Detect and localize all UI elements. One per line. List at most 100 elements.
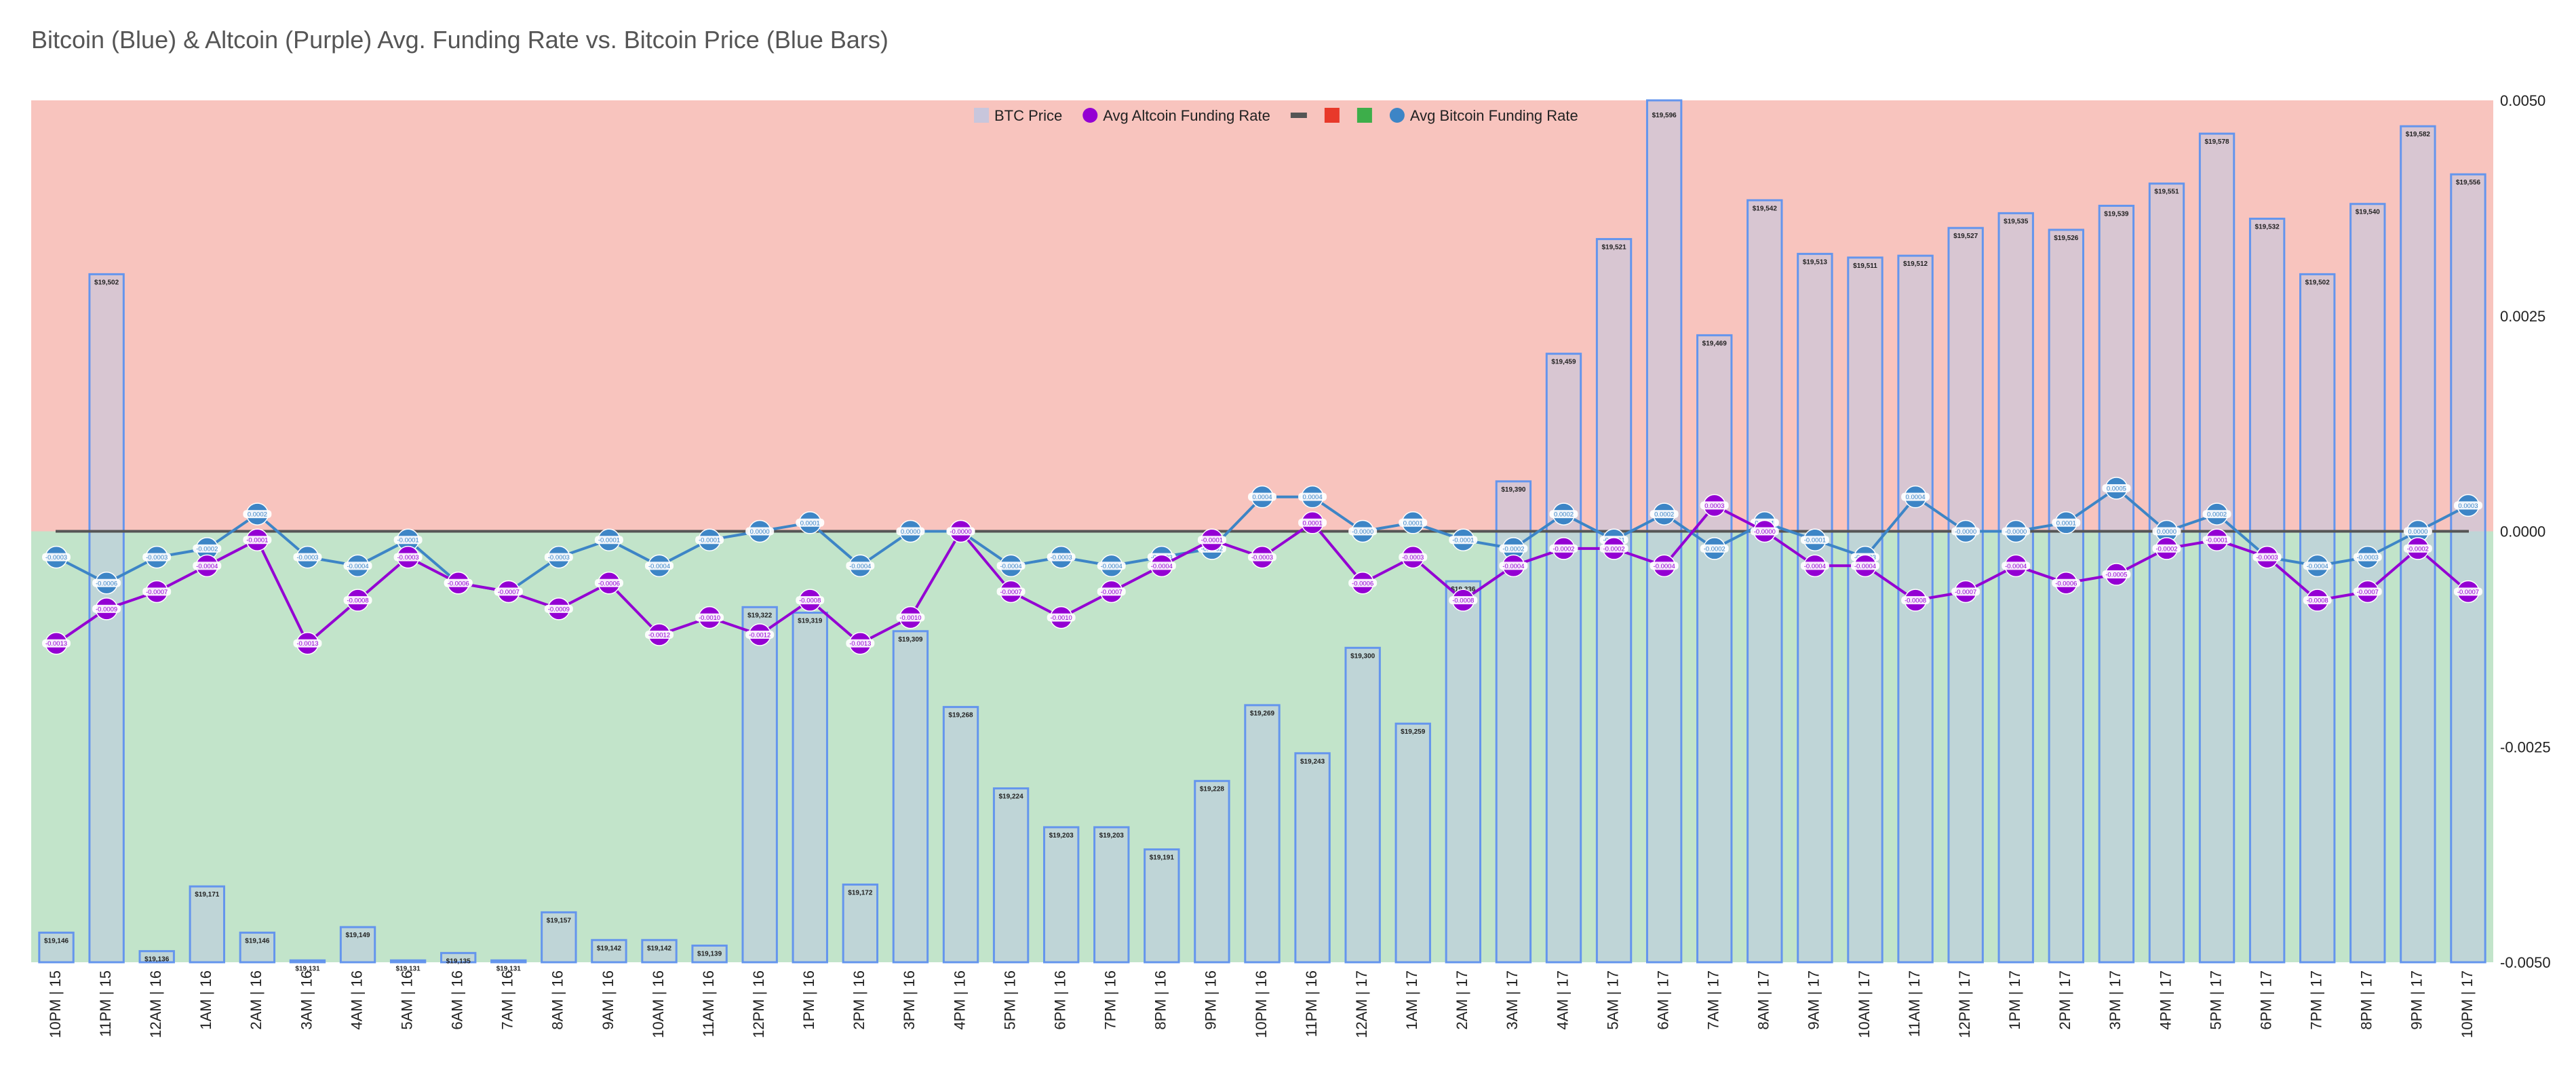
- x-axis-tick-label: 5PM | 17: [2207, 970, 2224, 1030]
- x-axis-tick-label: 6AM | 17: [1654, 970, 1671, 1030]
- altcoin-funding-label: -0.0009: [96, 606, 117, 613]
- btc-price-label: $19,139: [697, 950, 722, 958]
- btc-price-label: $19,512: [1903, 260, 1928, 268]
- btc-price-bar: [1093, 826, 1130, 964]
- btc-price-bar: [1445, 580, 1482, 964]
- btc-price-bar: [2048, 229, 2084, 964]
- btc-price-bar: [189, 885, 225, 964]
- btc-funding-label: -0.0001: [1804, 537, 1826, 545]
- btc-price-label: $19,521: [1601, 244, 1626, 252]
- altcoin-funding-label-bg: [393, 553, 423, 561]
- btc-funding-label: 0.0000: [2157, 528, 2177, 536]
- x-axis-tick-label: 3PM | 16: [901, 970, 918, 1030]
- altcoin-funding-label-bg: [1348, 578, 1378, 587]
- btc-price-bar: [239, 931, 276, 964]
- btc-price-bar: [1144, 848, 1180, 964]
- altcoin-funding-label-bg: [494, 587, 523, 596]
- btc-funding-label-bg: [343, 561, 372, 570]
- altcoin-funding-label-bg: [1650, 561, 1679, 570]
- altcoin-funding-label-bg: [2002, 561, 2031, 570]
- btc-funding-label: 0.0002: [248, 511, 267, 519]
- btc-funding-label: 0.0001: [2056, 519, 2076, 527]
- x-axis-tick-label: 1PM | 17: [2006, 970, 2023, 1030]
- btc-price-bar: [541, 911, 577, 964]
- altcoin-funding-label: -0.0013: [849, 640, 871, 648]
- altcoin-funding-label-bg: [796, 596, 825, 605]
- btc-price-label: $19,172: [848, 889, 873, 896]
- btc-price-bar: [1847, 256, 1884, 964]
- y-axis-tick-label: 0.0025: [2500, 308, 2545, 325]
- y-axis-tick-label: -0.0050: [2500, 954, 2551, 971]
- altcoin-funding-label-bg: [2052, 578, 2081, 587]
- x-axis-tick-label: 2AM | 16: [248, 970, 265, 1030]
- x-axis-tick-label: 1AM | 17: [1403, 970, 1420, 1030]
- btc-price-label: $19,269: [1250, 710, 1275, 717]
- btc-price-bar: [138, 950, 175, 964]
- altcoin-funding-label-bg: [2453, 587, 2482, 596]
- altcoin-funding-label: -0.0008: [1452, 597, 1474, 605]
- x-axis-tick-label: 4AM | 16: [348, 970, 365, 1030]
- altcoin-funding-label-bg: [1047, 613, 1076, 622]
- legend-swatch: [1389, 108, 1405, 123]
- altcoin-funding-label: -0.0007: [2357, 589, 2379, 596]
- altcoin-funding-label: -0.0004: [1854, 563, 1876, 570]
- altcoin-funding-label: -0.0001: [246, 537, 268, 545]
- x-axis-tick-label: 4PM | 17: [2157, 970, 2174, 1030]
- x-axis-tick-label: 10PM | 17: [2459, 970, 2476, 1038]
- btc-price-bar: [1545, 353, 1582, 964]
- btc-price-bar: [1042, 826, 1080, 964]
- btc-price-bar: [792, 612, 828, 964]
- altcoin-funding-label: -0.0003: [2257, 554, 2278, 561]
- altcoin-funding-label-bg: [2202, 536, 2231, 545]
- x-axis-tick-label: 7PM | 16: [1102, 970, 1119, 1030]
- altcoin-funding-label: -0.0001: [2206, 537, 2227, 545]
- altcoin-funding-label-bg: [142, 587, 172, 596]
- btc-funding-label-bg: [142, 553, 172, 561]
- btc-funding-label-bg: [1248, 492, 1276, 501]
- altcoin-funding-label-bg: [1901, 596, 1930, 605]
- altcoin-funding-label-bg: [2152, 544, 2181, 553]
- altcoin-funding-label-bg: [293, 639, 322, 648]
- btc-funding-label: 0.0000: [750, 528, 770, 536]
- x-axis-tick-label: 12PM | 17: [1956, 970, 1973, 1038]
- btc-price-label: $19,582: [2406, 131, 2431, 138]
- btc-funding-label: -0.0001: [699, 537, 720, 545]
- altcoin-funding-label-bg: [645, 631, 674, 639]
- btc-funding-label: -0.0003: [45, 554, 67, 561]
- btc-price-bar: [339, 926, 376, 964]
- btc-funding-label: 0.0005: [2107, 485, 2126, 492]
- btc-funding-label: 0.0001: [1403, 519, 1423, 527]
- altcoin-funding-label-bg: [996, 587, 1026, 596]
- altcoin-funding-label: -0.0000: [950, 528, 971, 536]
- btc-price-label: $19,243: [1300, 758, 1325, 766]
- btc-price-label: $19,142: [597, 945, 622, 952]
- altcoin-funding-label-bg: [243, 536, 272, 545]
- btc-funding-label: 0.0000: [2408, 528, 2427, 536]
- btc-price-label: $19,513: [1803, 258, 1828, 266]
- btc-price-label: $19,142: [647, 945, 672, 952]
- btc-price-label: $19,136: [144, 956, 170, 964]
- btc-price-label: $19,146: [245, 937, 270, 945]
- altcoin-funding-label-bg: [896, 613, 925, 622]
- altcoin-funding-label: -0.0012: [648, 632, 670, 639]
- y-axis-tick-label: -0.0025: [2500, 738, 2551, 755]
- altcoin-funding-label: -0.0002: [1603, 545, 1624, 553]
- altcoin-funding-label: -0.0007: [1000, 589, 1021, 596]
- chart-title: Bitcoin (Blue) & Altcoin (Purple) Avg. F…: [31, 26, 889, 54]
- altcoin-funding-label: -0.0006: [1352, 580, 1373, 587]
- btc-funding-label-bg: [1901, 492, 1930, 501]
- btc-price-label: $19,511: [1853, 262, 1877, 270]
- btc-funding-label: -0.0003: [296, 554, 318, 561]
- btc-price-bar: [440, 951, 477, 964]
- altcoin-funding-label: -0.0002: [2155, 545, 2177, 553]
- btc-funding-label-bg: [1097, 561, 1126, 570]
- x-axis-tick-label: 10PM | 16: [1253, 970, 1270, 1038]
- btc-price-bar: [1344, 646, 1381, 964]
- btc-price-label: $19,322: [747, 612, 773, 619]
- altcoin-funding-label-bg: [1850, 561, 1879, 570]
- btc-funding-label: -0.0003: [548, 554, 570, 561]
- x-axis-tick-label: 10PM | 15: [47, 970, 64, 1038]
- altcoin-funding-label: -0.0008: [347, 597, 368, 605]
- altcoin-funding-label: -0.0004: [196, 563, 218, 570]
